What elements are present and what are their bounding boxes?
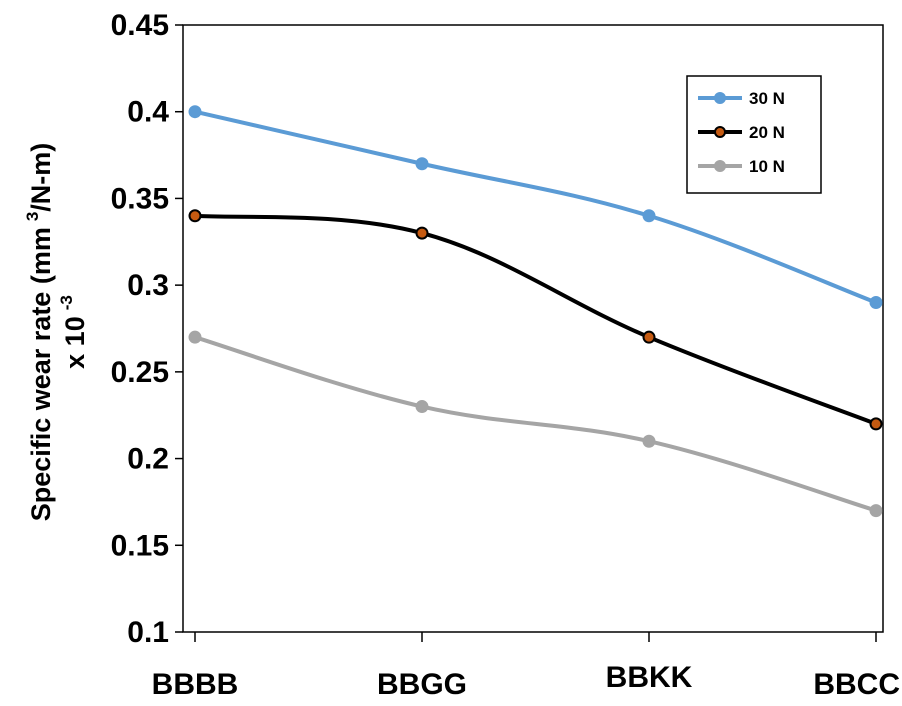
data-point <box>188 330 202 344</box>
legend-entry: 20 N <box>698 123 785 142</box>
x-axis: BBBB BBGG BBKK BBCC <box>152 632 900 701</box>
data-point <box>642 209 656 223</box>
legend-swatch-marker <box>714 92 726 104</box>
legend: 30 N 20 N 10 N <box>686 75 822 194</box>
legend-label: 30 N <box>749 89 785 108</box>
data-point <box>642 434 656 448</box>
y-tick-label: 0.4 <box>127 96 169 129</box>
x-tick-label: BBKK <box>606 661 693 694</box>
y-axis-title: Specific wear rate (mm3/N-m) x 10-3 <box>23 143 90 522</box>
y-axis-title-line1: Specific wear rate (mm3/N-m) <box>23 143 56 522</box>
data-point <box>415 157 429 171</box>
legend-entry: 30 N <box>698 89 785 108</box>
data-point <box>188 105 202 119</box>
data-point <box>642 330 656 344</box>
series-line <box>194 109 877 305</box>
plot-frame <box>182 24 884 633</box>
y-axis: 0.1 0.15 0.2 0.25 0.3 0.35 0.4 0.45 <box>111 9 183 649</box>
legend-entry: 10 N <box>698 157 785 176</box>
series-line <box>194 335 877 513</box>
x-tick-label: BBGG <box>377 668 467 701</box>
x-tick-label: BBCC <box>813 668 900 701</box>
legend-label: 10 N <box>749 157 785 176</box>
series-line <box>194 213 877 426</box>
data-point <box>869 504 883 518</box>
y-tick-label: 0.45 <box>111 9 169 42</box>
series-layer <box>188 105 883 518</box>
y-tick-label: 0.2 <box>127 443 169 476</box>
y-tick-label: 0.35 <box>111 182 169 215</box>
plot-area <box>182 24 884 633</box>
legend-box <box>686 75 822 194</box>
series-10n <box>188 330 883 518</box>
data-point <box>188 209 202 223</box>
x-tick-label: BBBB <box>152 668 239 701</box>
legend-label: 20 N <box>749 123 785 142</box>
data-point <box>415 400 429 414</box>
y-tick-label: 0.1 <box>127 616 169 649</box>
series-30n <box>188 105 883 309</box>
y-tick-label: 0.15 <box>111 529 169 562</box>
y-tick-label: 0.25 <box>111 356 169 389</box>
y-tick-label: 0.3 <box>127 269 169 302</box>
data-point <box>415 226 429 240</box>
y-axis-title-line2: x 10-3 <box>57 295 90 369</box>
data-point <box>869 295 883 309</box>
data-point <box>869 417 883 431</box>
legend-swatch-marker <box>714 126 726 138</box>
series-20n <box>188 209 883 431</box>
legend-swatch-marker <box>714 160 726 172</box>
